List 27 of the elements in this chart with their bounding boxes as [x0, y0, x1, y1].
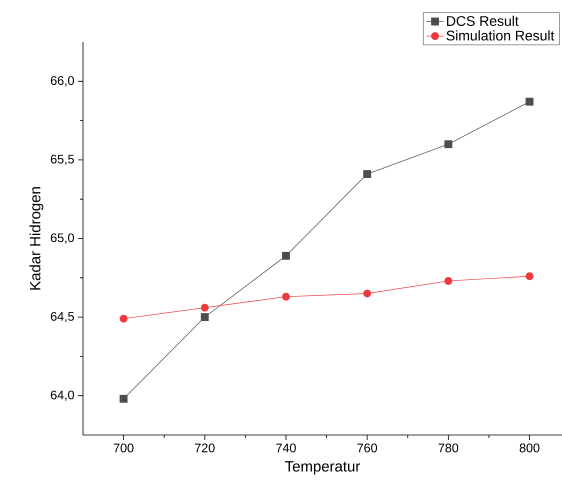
- legend-label: DCS Result: [447, 16, 519, 26]
- point: [363, 170, 372, 178]
- y-tick-label: 65,0: [50, 233, 74, 244]
- point: [120, 394, 128, 403]
- legend-label: Simulation Result: [446, 30, 554, 41]
- point: [526, 98, 534, 106]
- y-tick-label: 64,0: [50, 390, 74, 401]
- point: [282, 252, 290, 260]
- y-tick-label: 65,5: [50, 154, 74, 166]
- x-axis-title: Temperatur: [285, 461, 360, 475]
- point: [444, 276, 452, 285]
- x-tick-label: 780: [438, 444, 458, 452]
- x-tick-label: 800: [520, 444, 540, 452]
- x-tick-label: 760: [357, 444, 378, 452]
- y-tick-label: 64,5: [50, 312, 74, 322]
- y-tick-label: 66,0: [50, 76, 74, 86]
- point: [444, 140, 452, 148]
- point: [526, 272, 534, 280]
- point: [200, 313, 209, 322]
- point: [120, 314, 128, 323]
- y-axis-title: Kadar Hidrogen: [29, 187, 44, 290]
- x-tick-label: 740: [276, 444, 296, 452]
- point: [282, 292, 290, 301]
- point: [200, 304, 209, 312]
- point: [363, 290, 372, 298]
- x-tick-label: 700: [114, 444, 134, 452]
- x-tick-label: 720: [195, 444, 215, 452]
